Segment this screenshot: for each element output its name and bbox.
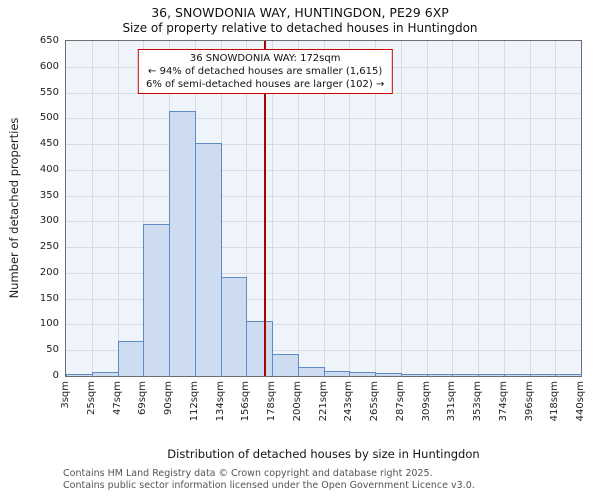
- histogram-bar: [143, 224, 170, 376]
- histogram-bar: [349, 372, 376, 376]
- grid-line-vertical: [478, 41, 479, 376]
- histogram-bar: [297, 367, 325, 376]
- y-tick-label: 250: [39, 241, 59, 253]
- histogram-bar: [478, 374, 505, 376]
- grid-line-vertical: [503, 41, 505, 376]
- x-tick-label: 112sqm: [188, 381, 200, 422]
- y-tick-label: 550: [39, 86, 59, 98]
- x-tick-label: 309sqm: [420, 381, 432, 422]
- histogram-bar: [194, 143, 222, 376]
- y-tick-label: 400: [39, 163, 59, 175]
- y-tick-label: 500: [39, 112, 59, 124]
- x-tick-label: 353sqm: [472, 381, 483, 422]
- footer-line-1: Contains HM Land Registry data © Crown c…: [63, 468, 433, 479]
- grid-line-vertical: [426, 41, 428, 376]
- x-tick-label: 3sqm: [60, 381, 71, 409]
- y-tick-label: 300: [39, 215, 59, 227]
- annotation-box: 36 SNOWDONIA WAY: 172sqm ← 94% of detach…: [137, 49, 393, 94]
- x-tick-label: 331sqm: [446, 381, 458, 422]
- grid-line-vertical: [323, 41, 325, 376]
- histogram-bar: [272, 354, 299, 376]
- x-tick-label: 47sqm: [111, 381, 123, 416]
- grid-line-vertical: [400, 41, 402, 376]
- property-size-marker-line: [264, 41, 267, 376]
- x-tick-label: 287sqm: [394, 381, 406, 422]
- grid-line-vertical: [375, 41, 376, 376]
- y-tick-label: 350: [39, 189, 59, 201]
- plot-area: 36 SNOWDONIA WAY: 172sqm ← 94% of detach…: [40, 35, 586, 421]
- histogram-bar: [529, 374, 557, 376]
- y-tick-label: 0: [52, 370, 59, 381]
- x-tick-label: 418sqm: [549, 381, 561, 422]
- annotation-smaller-line: ← 94% of detached houses are smaller (1,…: [148, 66, 383, 77]
- x-tick-label: 440sqm: [575, 381, 586, 422]
- x-tick-label: 243sqm: [343, 381, 355, 422]
- annotation-property-line: 36 SNOWDONIA WAY: 172sqm: [189, 53, 341, 64]
- grid-line-vertical: [452, 41, 454, 376]
- y-axis-title: Number of detached properties: [7, 117, 21, 299]
- grid-line-vertical: [91, 41, 93, 376]
- grid-line-vertical: [297, 41, 299, 376]
- grid-line-vertical: [529, 41, 531, 376]
- x-axis-title: Distribution of detached houses by size …: [167, 447, 480, 461]
- x-tick-label: 265sqm: [369, 381, 380, 422]
- chart-title: 36, SNOWDONIA WAY, HUNTINGDON, PE29 6XP: [151, 5, 449, 20]
- histogram-bar: [169, 111, 196, 376]
- histogram-bar: [91, 372, 119, 376]
- y-tick-label: 600: [39, 60, 59, 72]
- histogram-bar: [452, 374, 479, 376]
- grid-line-vertical: [272, 41, 273, 376]
- histogram-bar: [400, 374, 428, 376]
- grid-line-vertical: [555, 41, 557, 376]
- y-tick-label: 50: [46, 344, 59, 356]
- grid-line-vertical: [117, 41, 119, 376]
- y-tick-label: 450: [39, 138, 59, 150]
- footer: Contains HM Land Registry data © Crown c…: [63, 468, 475, 491]
- histogram-bar: [426, 374, 454, 376]
- grid-line-vertical: [143, 41, 145, 376]
- x-tick-label: 396sqm: [523, 381, 535, 422]
- y-tick-label: 200: [39, 266, 59, 278]
- x-tick-label: 25sqm: [85, 381, 97, 416]
- x-tick-label: 90sqm: [163, 381, 174, 416]
- footer-line-2: Contains public sector information licen…: [63, 479, 475, 491]
- histogram-bar: [375, 373, 402, 376]
- y-tick-label: 150: [39, 292, 59, 304]
- grid-line-vertical: [246, 41, 248, 376]
- histogram-bar: [246, 321, 273, 376]
- x-tick-label: 221sqm: [317, 381, 329, 422]
- histogram-bar: [117, 341, 145, 376]
- x-tick-label: 374sqm: [497, 381, 509, 422]
- annotation-larger-line: 6% of semi-detached houses are larger (1…: [145, 79, 385, 90]
- histogram-bar: [220, 277, 248, 376]
- x-tick-label: 178sqm: [266, 381, 277, 422]
- histogram-bar: [555, 374, 582, 376]
- x-tick-label: 134sqm: [214, 381, 226, 422]
- grid-line-vertical: [349, 41, 351, 376]
- chart-subtitle: Size of property relative to detached ho…: [122, 21, 478, 35]
- x-tick-label: 156sqm: [240, 381, 252, 422]
- y-tick-label: 100: [39, 318, 59, 330]
- x-tick-label: 69sqm: [137, 381, 149, 416]
- histogram-bar: [323, 371, 351, 376]
- y-tick-label: 650: [39, 35, 59, 46]
- histogram-bar: [66, 374, 93, 376]
- x-tick-label: 200sqm: [291, 381, 303, 422]
- histogram-bar: [503, 374, 531, 376]
